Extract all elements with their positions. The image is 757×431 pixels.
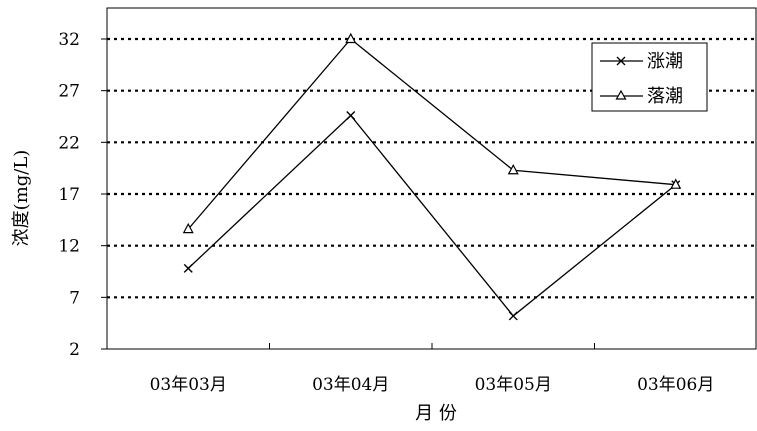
series-line-luochao xyxy=(187,38,676,230)
x-tick-label: 03年03月 xyxy=(150,375,227,395)
series-layer xyxy=(182,32,682,321)
y-tick-label: 7 xyxy=(69,288,80,308)
data-point-triangle-marker xyxy=(670,178,682,189)
x-axis-title: 月 份 xyxy=(415,403,457,424)
y-tick-label: 27 xyxy=(58,82,80,102)
data-point-triangle-marker xyxy=(345,32,357,44)
x-tick-label: 03年04月 xyxy=(312,375,389,395)
y-axis-title: 浓度(mg/L) xyxy=(11,150,32,247)
x-tick-label: 03年06月 xyxy=(637,375,714,395)
series-line-zhangchao xyxy=(187,114,677,317)
legend-x-marker-icon xyxy=(616,56,626,66)
legend-item-zhangchao: 涨潮 xyxy=(600,51,683,72)
data-point-x-marker xyxy=(183,263,193,273)
y-tick-label: 32 xyxy=(58,30,80,50)
y-tick-label: 12 xyxy=(58,237,80,257)
legend-box xyxy=(591,42,708,112)
data-point-triangle-marker xyxy=(507,163,519,175)
legend-label-luochao: 落潮 xyxy=(647,86,683,107)
y-tick-label: 17 xyxy=(58,185,80,205)
legend: 涨潮 落潮 xyxy=(591,42,708,112)
data-point-x-marker xyxy=(508,311,518,321)
y-tick-label: 2 xyxy=(69,340,80,360)
axes-layer xyxy=(101,7,757,350)
legend-triangle-marker-icon xyxy=(615,89,627,100)
x-tick-label: 03年05月 xyxy=(475,375,552,395)
data-point-x-marker xyxy=(346,110,356,120)
data-point-triangle-marker xyxy=(182,222,194,234)
legend-item-luochao: 落潮 xyxy=(600,86,683,107)
y-tick-label: 22 xyxy=(58,133,80,153)
legend-label-zhangchao: 涨潮 xyxy=(647,51,683,72)
